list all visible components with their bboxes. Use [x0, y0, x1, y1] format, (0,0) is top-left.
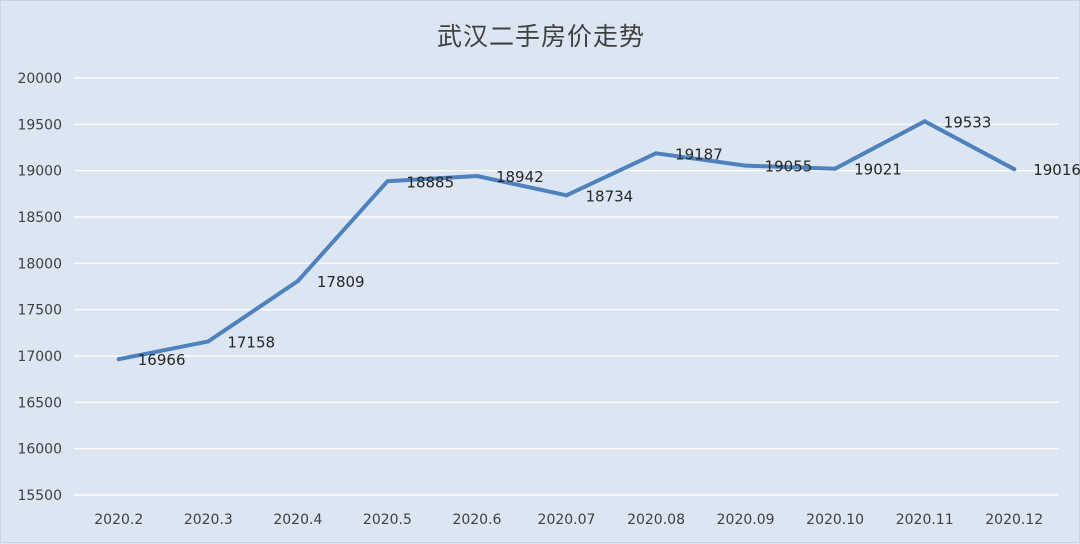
data-point [564, 193, 569, 198]
data-label: 18885 [406, 173, 454, 191]
x-tick-label: 2020.11 [896, 512, 954, 528]
data-label: 19187 [675, 145, 723, 163]
data-point [922, 119, 927, 124]
data-point [1012, 167, 1017, 172]
x-tick-label: 2020.08 [627, 512, 685, 528]
y-tick-label: 18500 [17, 210, 62, 226]
data-point [474, 174, 479, 179]
data-label: 17158 [227, 333, 275, 351]
data-label: 19055 [765, 158, 813, 176]
data-label: 17809 [317, 273, 365, 291]
y-tick-label: 15500 [17, 488, 62, 504]
chart-title: 武汉二手房价走势 [436, 22, 645, 51]
data-label: 18734 [586, 187, 634, 205]
data-label: 18942 [496, 168, 544, 186]
y-tick-label: 18000 [17, 256, 62, 272]
x-tick-label: 2020.2 [94, 512, 143, 528]
data-label: 19016 [1033, 161, 1080, 179]
data-point [654, 151, 659, 156]
x-tick-label: 2020.3 [184, 512, 233, 528]
data-label: 16966 [138, 351, 186, 369]
data-point [295, 279, 300, 284]
data-point [116, 357, 121, 362]
x-tick-label: 2020.4 [273, 512, 322, 528]
data-point [206, 339, 211, 344]
x-tick-label: 2020.12 [985, 512, 1043, 528]
y-tick-label: 20000 [17, 71, 62, 87]
y-tick-label: 17000 [17, 349, 62, 365]
series-line [116, 119, 1017, 362]
y-tick-label: 19500 [17, 117, 62, 133]
data-point [833, 166, 838, 171]
x-tick-label: 2020.6 [452, 512, 501, 528]
x-tick-label: 2020.09 [717, 512, 775, 528]
data-label: 19021 [854, 161, 902, 179]
data-point [385, 179, 390, 184]
data-point [743, 163, 748, 168]
y-tick-label: 17500 [17, 303, 62, 319]
y-tick-label: 16000 [17, 442, 62, 458]
x-tick-label: 2020.07 [538, 512, 596, 528]
x-tick-label: 2020.10 [806, 512, 864, 528]
y-tick-label: 16500 [17, 395, 62, 411]
data-label: 19533 [944, 113, 992, 131]
x-tick-label: 2020.5 [363, 512, 412, 528]
y-tick-label: 19000 [17, 164, 62, 180]
